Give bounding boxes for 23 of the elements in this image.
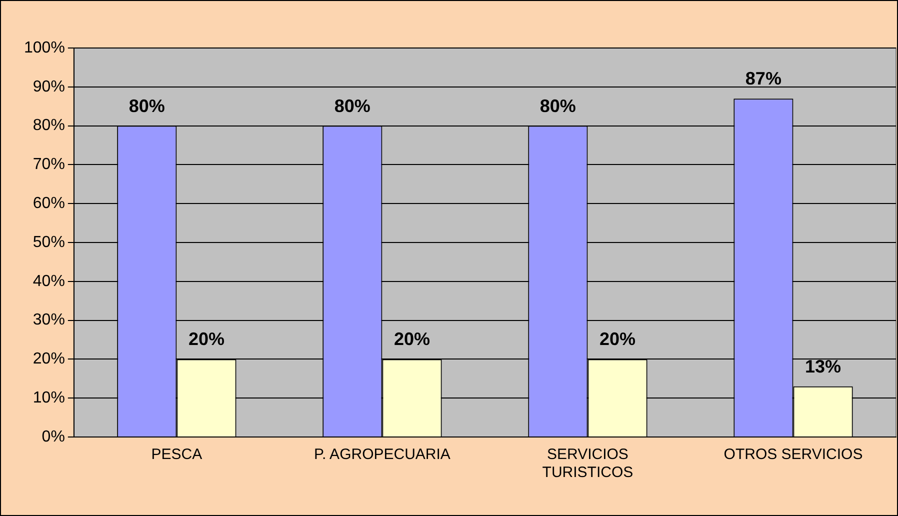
x-tick-label: PESCA [151, 446, 202, 464]
data-label: 80% [540, 96, 576, 116]
x-tick-label: SERVICIOS TURISTICOS [542, 446, 634, 482]
x-tick-label: P. AGROPECUARIA [314, 446, 450, 464]
data-label: 20% [394, 329, 430, 350]
data-label: 87% [745, 68, 782, 89]
y-tick-label: 70% [32, 156, 65, 174]
data-label: 80% [334, 96, 370, 116]
y-tick-label: 0% [42, 428, 65, 446]
data-label: 13% [805, 356, 842, 376]
data-label: 80% [128, 96, 165, 116]
y-tick-label: 60% [32, 195, 65, 212]
y-tick-label: 90% [32, 78, 65, 96]
y-tick-label: 80% [32, 117, 65, 134]
y-tick-label: 40% [32, 272, 65, 290]
data-label: 20% [600, 329, 636, 350]
y-tick-label: 50% [32, 234, 65, 251]
data-label: 20% [188, 329, 224, 350]
y-tick-label: 30% [32, 312, 65, 329]
y-tick-label: 20% [32, 350, 65, 368]
y-tick-label: 10% [32, 390, 65, 407]
x-tick-label: OTROS SERVICIOS [724, 446, 863, 464]
y-tick-label: 100% [24, 39, 65, 56]
